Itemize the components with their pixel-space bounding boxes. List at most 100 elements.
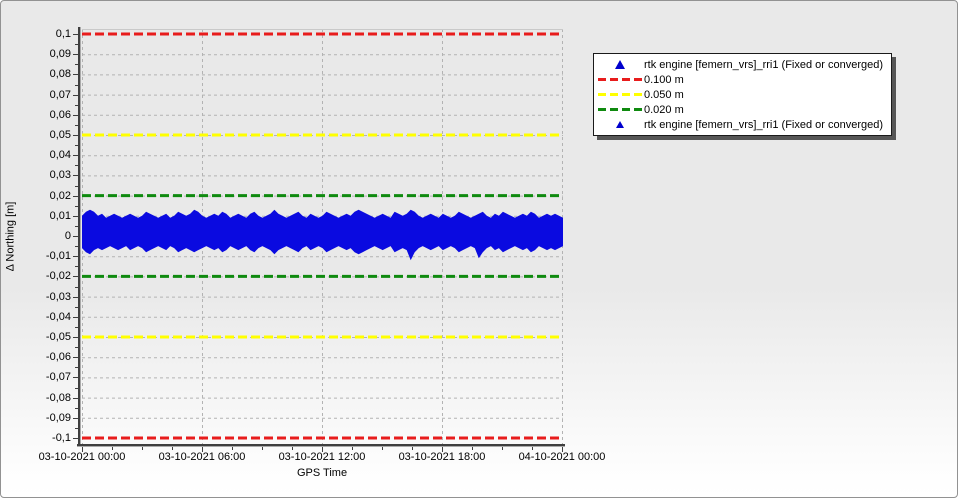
y-minor-tick <box>75 124 78 126</box>
y-minor-tick <box>75 387 78 389</box>
plot-canvas <box>82 29 563 444</box>
x-major-tick <box>442 447 443 452</box>
y-tick-label: 0,03 <box>49 169 71 182</box>
x-minor-tick <box>382 447 383 450</box>
x-major-tick <box>562 447 563 452</box>
y-tick-label: -0,1 <box>52 432 71 444</box>
x-tick-label: 03-10-2021 12:00 <box>278 451 366 463</box>
y-tick-label: 0,1 <box>55 28 71 40</box>
y-major-tick <box>73 276 78 278</box>
x-major-tick <box>202 447 203 452</box>
y-minor-tick <box>75 246 78 248</box>
y-tick-label: 0,01 <box>49 209 71 222</box>
y-minor-tick <box>75 266 78 268</box>
y-tick-label: -0,01 <box>45 250 71 263</box>
y-tick-label: 0,06 <box>49 108 71 121</box>
legend-item: 0.020 m <box>596 102 883 117</box>
x-minor-tick <box>112 447 113 450</box>
y-tick-label: -0,08 <box>45 391 71 404</box>
legend-marker <box>596 121 644 128</box>
legend-item-label: 0.020 m <box>644 103 684 116</box>
x-tick-label: 04-10-2021 00:00 <box>518 451 606 463</box>
legend-marker <box>596 93 644 96</box>
y-major-tick <box>73 175 78 177</box>
x-tick-label: 03-10-2021 18:00 <box>398 451 486 463</box>
x-minor-tick <box>472 447 473 450</box>
y-minor-tick <box>75 84 78 86</box>
y-major-tick <box>73 296 78 298</box>
x-minor-tick <box>142 447 143 450</box>
y-tick-label: -0,02 <box>45 270 71 283</box>
y-minor-tick <box>75 427 78 429</box>
legend-item-label: rtk engine [femern_vrs]_rri1 (Fixed or c… <box>644 118 884 131</box>
y-major-tick <box>73 34 78 35</box>
x-axis-line-highlight <box>77 446 565 447</box>
x-minor-tick <box>292 447 293 450</box>
y-major-tick <box>73 337 78 338</box>
y-tick-label: 0,05 <box>49 129 71 141</box>
y-minor-tick <box>75 326 78 328</box>
legend-item: 0.050 m <box>596 87 883 102</box>
data-noise-band <box>82 209 563 261</box>
y-tick-label: -0,05 <box>45 331 71 343</box>
legend-marker <box>596 78 644 81</box>
dash-marker-icon <box>598 78 642 81</box>
y-minor-tick <box>75 104 78 106</box>
y-major-tick <box>73 195 78 197</box>
dash-marker-icon <box>598 93 642 96</box>
y-tick-label: 0,07 <box>49 88 71 101</box>
y-minor-tick <box>75 407 78 409</box>
y-minor-tick <box>75 367 78 369</box>
y-minor-tick <box>75 44 78 46</box>
legend: rtk engine [femern_vrs]_rri1 (Fixed or c… <box>593 53 893 136</box>
y-tick-label: -0,09 <box>45 411 71 424</box>
y-minor-tick <box>75 205 78 207</box>
x-major-tick <box>82 447 83 452</box>
y-minor-tick <box>75 185 78 187</box>
y-minor-tick <box>75 145 78 147</box>
legend-item-label: rtk engine [femern_vrs]_rri1 (Fixed or c… <box>644 58 884 71</box>
y-major-tick <box>73 114 78 116</box>
y-tick-label: -0,04 <box>45 310 71 323</box>
x-axis-line <box>77 444 565 446</box>
y-tick-label: 0,04 <box>49 149 71 162</box>
y-major-tick <box>73 357 78 359</box>
y-major-tick <box>73 397 78 399</box>
y-major-tick <box>73 377 78 379</box>
x-major-tick <box>322 447 323 452</box>
y-tick-label: 0,02 <box>49 189 71 202</box>
dash-marker-icon <box>598 108 642 111</box>
y-axis-line-highlight <box>80 27 81 447</box>
y-tick-label: 0,09 <box>49 48 71 61</box>
y-major-tick <box>73 215 78 217</box>
y-tick-label: -0,03 <box>45 290 71 303</box>
legend-marker <box>596 108 644 111</box>
x-minor-tick <box>232 447 233 450</box>
y-major-tick <box>73 417 78 419</box>
y-major-tick <box>73 256 78 258</box>
y-tick-label: 0,08 <box>49 68 71 81</box>
y-major-tick <box>73 155 78 157</box>
y-minor-tick <box>75 64 78 66</box>
legend-marker <box>596 60 644 69</box>
y-tick-label: 0 <box>64 230 71 242</box>
legend-item: rtk engine [femern_vrs]_rri1 (Fixed or c… <box>596 117 883 132</box>
legend-item: 0.100 m <box>596 72 883 87</box>
x-minor-tick <box>352 447 353 450</box>
y-major-tick <box>73 74 78 76</box>
y-minor-tick <box>75 306 78 308</box>
y-tick-label: -0,07 <box>45 371 71 384</box>
y-major-tick <box>73 316 78 318</box>
y-minor-tick <box>75 347 78 349</box>
y-axis-line <box>78 27 80 447</box>
x-minor-tick <box>172 447 173 450</box>
y-major-tick <box>73 54 78 56</box>
x-tick-label: 03-10-2021 00:00 <box>38 451 126 463</box>
y-minor-tick <box>75 225 78 227</box>
x-minor-tick <box>412 447 413 450</box>
x-minor-tick <box>532 447 533 450</box>
x-axis-title: GPS Time <box>296 467 348 479</box>
y-major-tick <box>73 94 78 96</box>
plot-area <box>82 29 563 444</box>
